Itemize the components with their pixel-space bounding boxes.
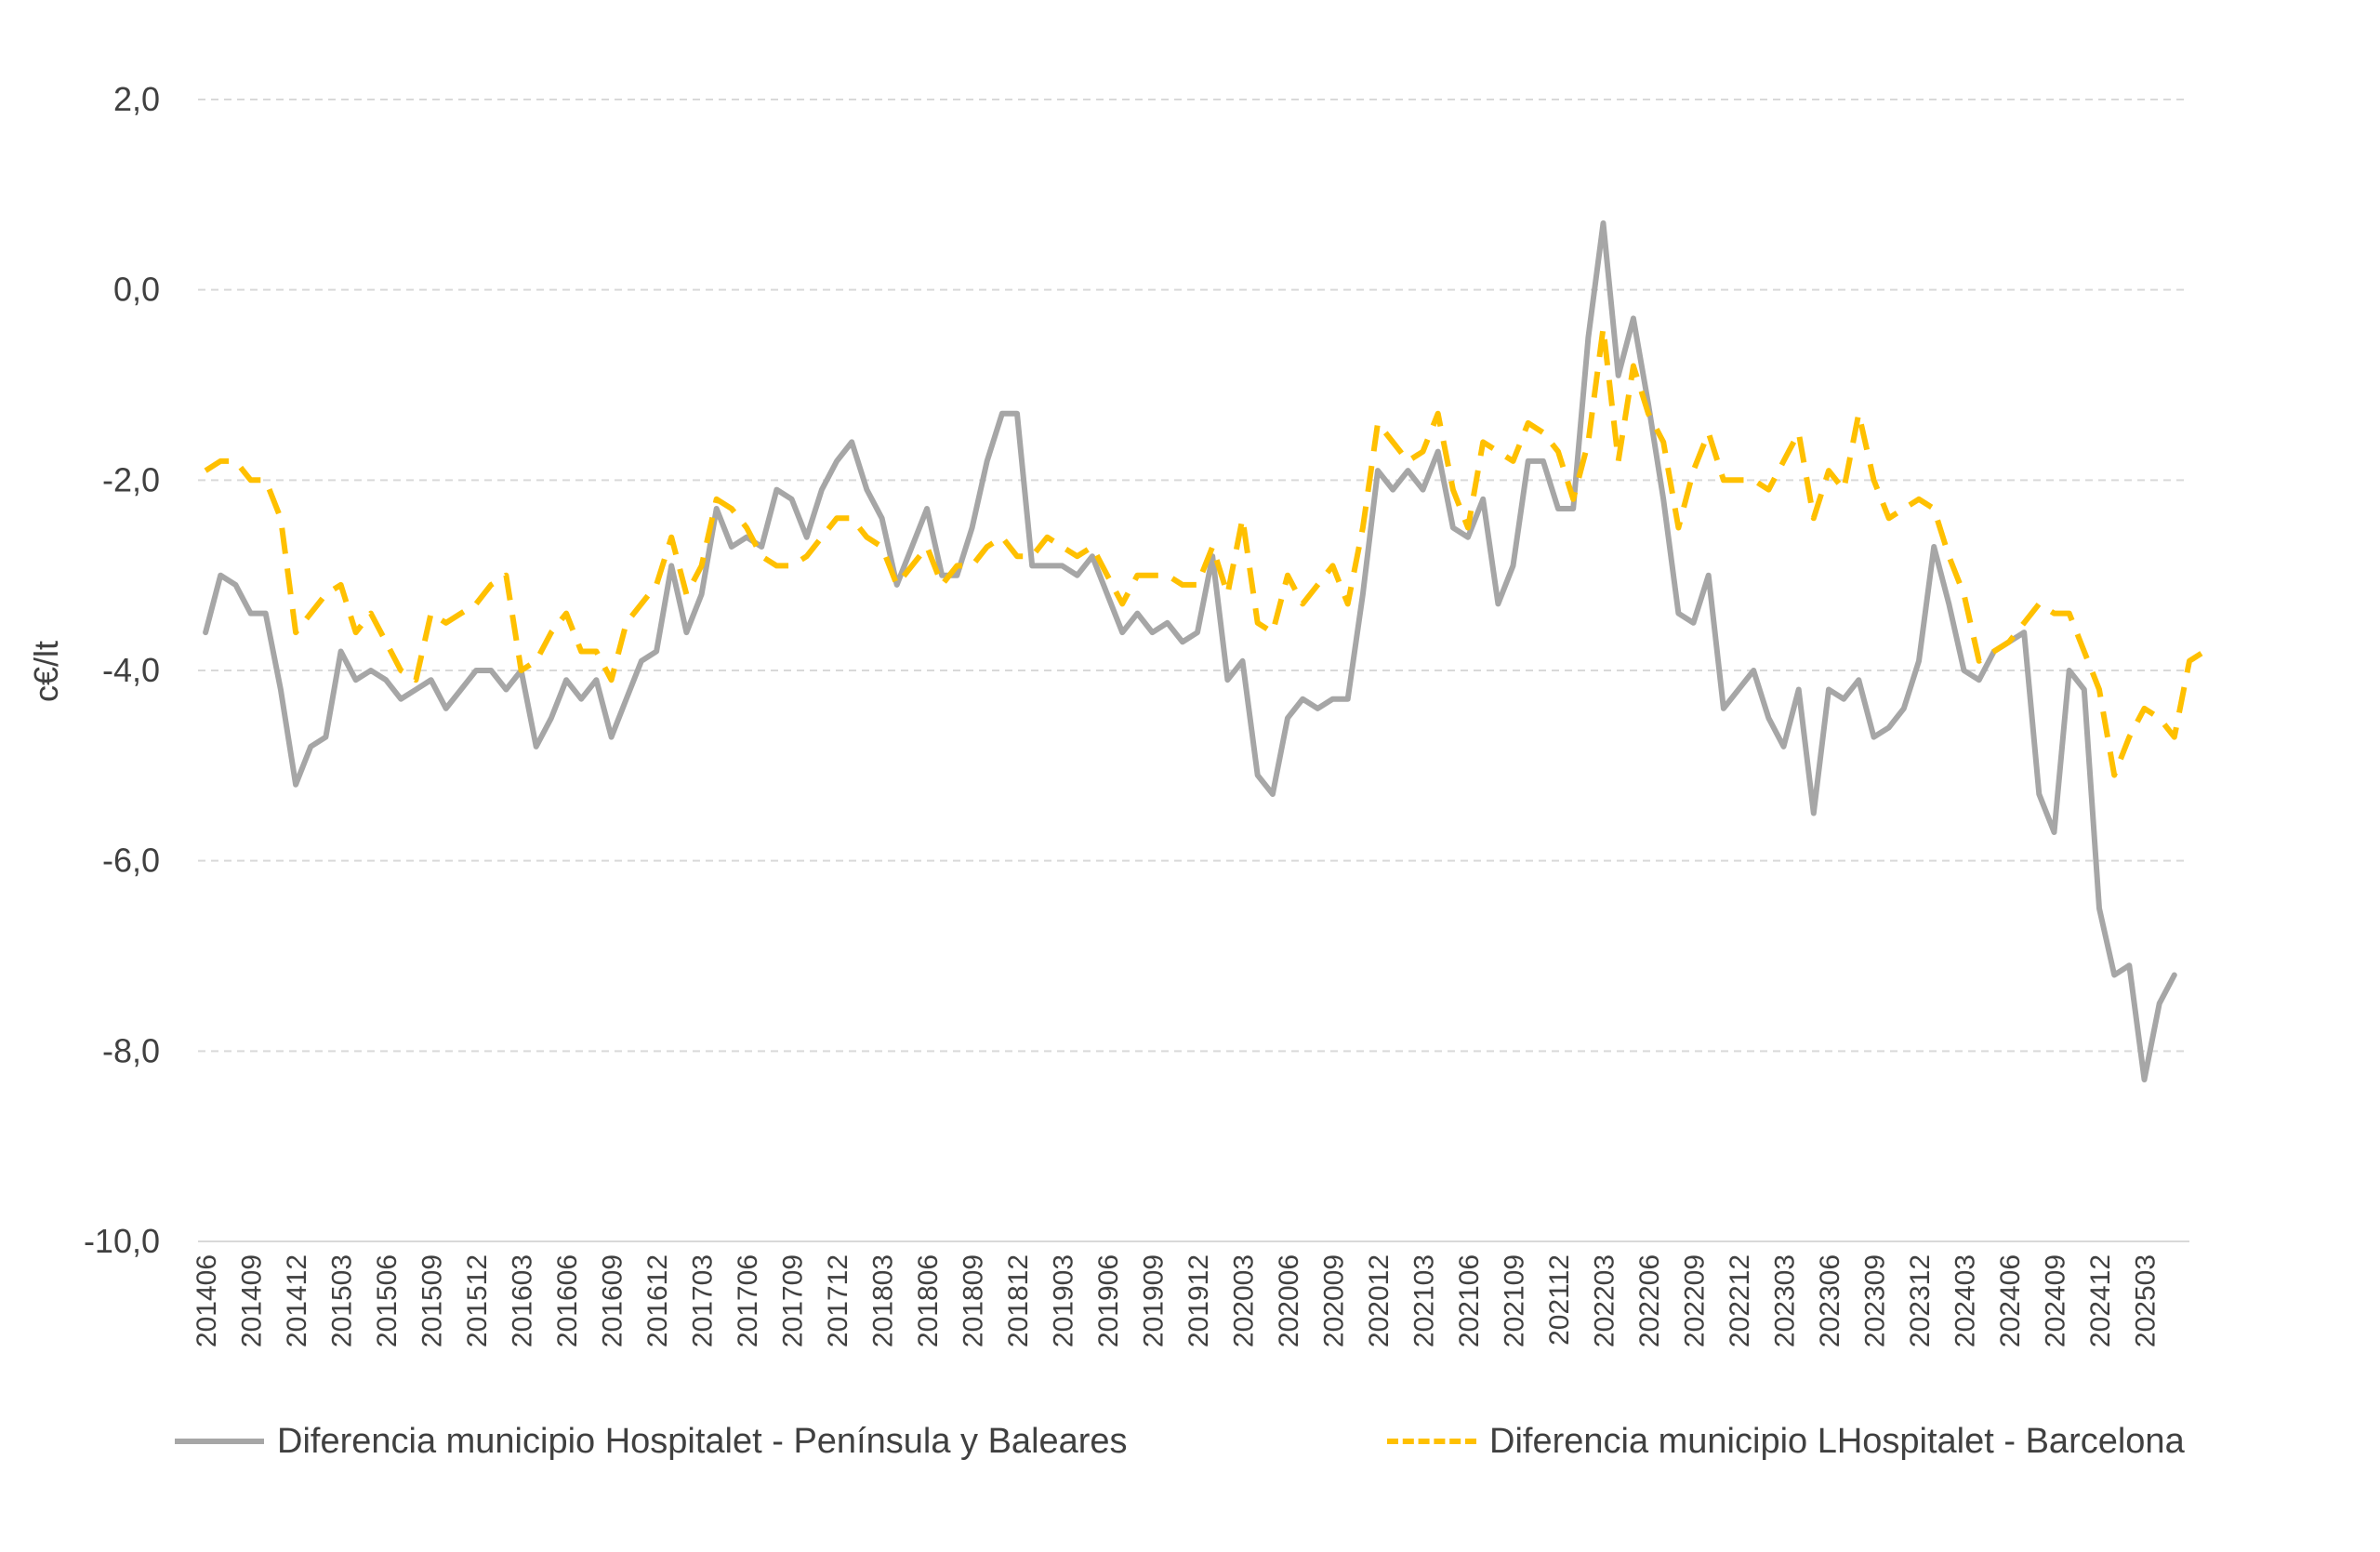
- y-tick-label: -4,0: [102, 651, 160, 689]
- x-tick-label: 201806: [913, 1254, 944, 1347]
- y-tick-label: 0,0: [113, 271, 160, 309]
- legend-label-series-2: Diferencia municipio LHospitalet - Barce…: [1489, 1421, 2185, 1461]
- x-tick-label: 201812: [1003, 1254, 1034, 1347]
- y-axis-ticks: 2,0 0,0 -2,0 -4,0 -6,0 -8,0 -10,0: [84, 80, 160, 1260]
- x-tick-label: 202103: [1409, 1254, 1440, 1347]
- y-tick-label: -2,0: [102, 460, 160, 498]
- legend-item-series-2: Diferencia municipio LHospitalet - Barce…: [1387, 1413, 2185, 1469]
- x-tick-label: 202403: [1950, 1254, 1981, 1347]
- x-tick-label: 201409: [237, 1254, 268, 1347]
- x-tick-label: 201703: [688, 1254, 719, 1347]
- legend-item-series-1: Diferencia municipio Hospitalet - Peníns…: [175, 1413, 1128, 1469]
- x-tick-label: 202206: [1634, 1254, 1665, 1347]
- x-tick-label: 202412: [2085, 1254, 2116, 1347]
- x-tick-label: 201612: [642, 1254, 673, 1347]
- x-tick-label: 201503: [327, 1254, 358, 1347]
- x-tick-label: 202112: [1544, 1254, 1575, 1346]
- x-tick-label: 202109: [1500, 1254, 1530, 1347]
- x-tick-label: 201412: [282, 1254, 312, 1347]
- x-tick-label: 202012: [1364, 1254, 1395, 1347]
- x-tick-label: 201809: [959, 1254, 989, 1347]
- x-tick-label: 202303: [1770, 1254, 1801, 1347]
- x-tick-label: 201909: [1139, 1254, 1170, 1347]
- x-axis-ticks: 201406 201409 201412 201503 201506 201509 2015…: [192, 1254, 2161, 1347]
- x-tick-label: 201906: [1093, 1254, 1124, 1347]
- legend-swatch-series-1: [175, 1439, 264, 1444]
- x-tick-label: 202203: [1590, 1254, 1620, 1347]
- x-tick-label: 201903: [1049, 1254, 1079, 1347]
- x-tick-label: 201706: [733, 1254, 763, 1347]
- x-tick-label: 201712: [823, 1254, 853, 1347]
- x-tick-label: 202003: [1229, 1254, 1260, 1347]
- y-tick-label: -6,0: [102, 842, 160, 880]
- x-tick-label: 201406: [192, 1254, 222, 1347]
- x-tick-label: 202409: [2041, 1254, 2071, 1347]
- x-tick-label: 201606: [552, 1254, 583, 1347]
- y-tick-label: -8,0: [102, 1031, 160, 1069]
- series-line-1: [203, 220, 2177, 1082]
- series-lines: [203, 220, 2206, 1082]
- x-tick-label: 201509: [417, 1254, 448, 1347]
- x-tick-label: 201512: [462, 1254, 493, 1347]
- x-tick-label: 202306: [1815, 1254, 1845, 1347]
- legend: Diferencia municipio Hospitalet - Peníns…: [0, 1413, 2380, 1469]
- x-tick-label: 202209: [1680, 1254, 1711, 1347]
- x-tick-label: 201709: [778, 1254, 809, 1347]
- y-axis-title: c€/lt: [27, 641, 65, 702]
- x-tick-label: 202503: [2131, 1254, 2162, 1347]
- x-tick-label: 201803: [868, 1254, 899, 1347]
- x-tick-label: 202006: [1274, 1254, 1304, 1347]
- x-tick-label: 202406: [1995, 1254, 2026, 1347]
- gridlines: [198, 99, 2189, 1053]
- x-tick-label: 202312: [1905, 1254, 1936, 1347]
- x-tick-label: 201603: [508, 1254, 538, 1347]
- legend-swatch-series-2: [1387, 1439, 1476, 1444]
- series-line-2: [204, 325, 2206, 778]
- x-tick-label: 201912: [1183, 1254, 1214, 1347]
- legend-label-series-1: Diferencia municipio Hospitalet - Peníns…: [277, 1421, 1128, 1461]
- x-tick-label: 202309: [1860, 1254, 1891, 1347]
- x-tick-label: 201609: [598, 1254, 628, 1347]
- y-tick-label: 2,0: [113, 80, 160, 118]
- x-tick-label: 202009: [1319, 1254, 1350, 1347]
- x-tick-label: 202212: [1725, 1254, 1755, 1347]
- y-tick-label: -10,0: [84, 1222, 160, 1260]
- x-tick-label: 201506: [372, 1254, 403, 1347]
- x-tick-label: 202106: [1454, 1254, 1485, 1347]
